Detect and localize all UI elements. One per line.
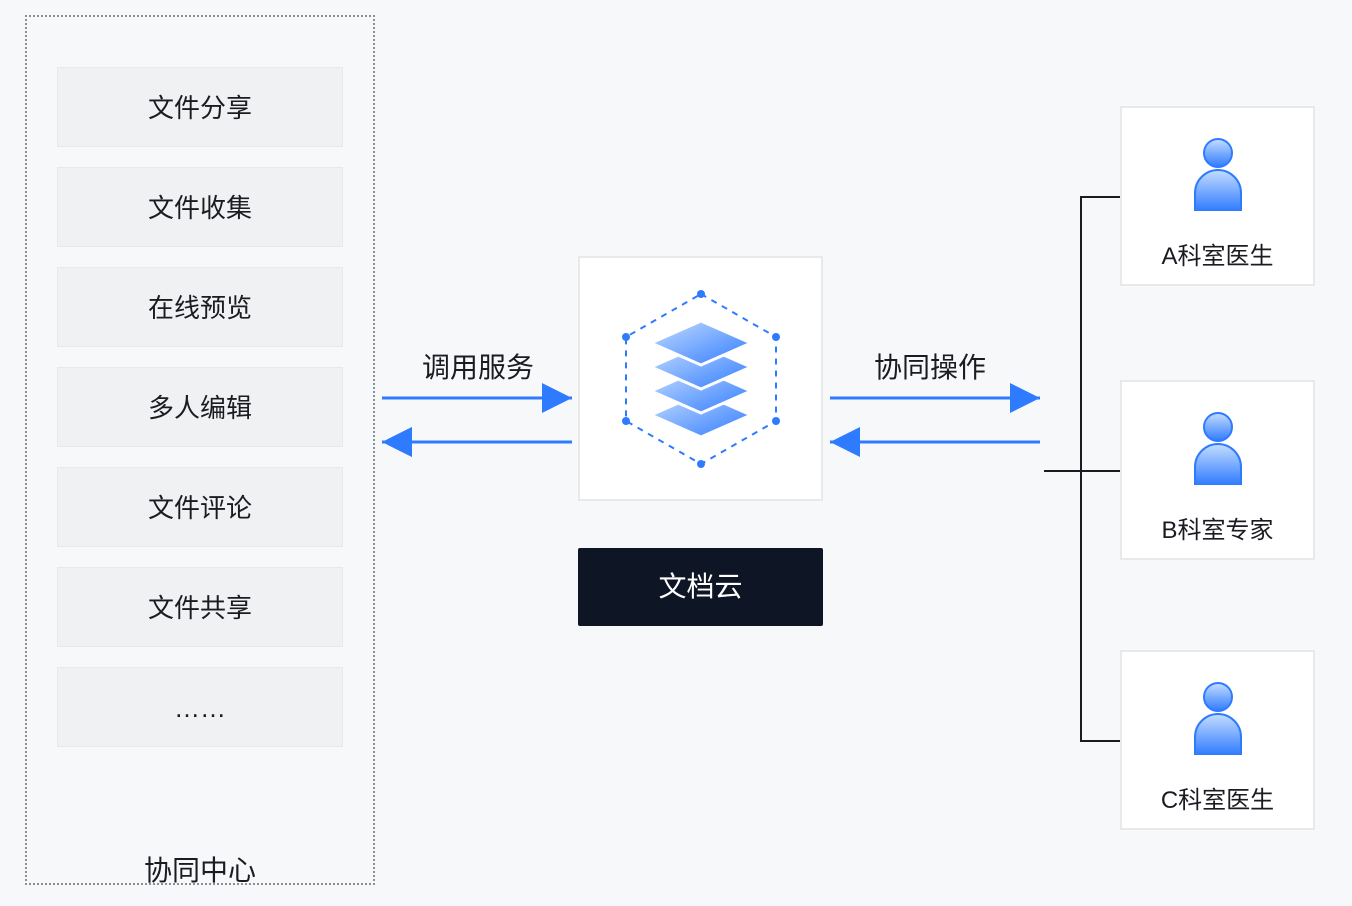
user-brace-arm (1080, 740, 1120, 742)
user-brace-arm (1044, 470, 1120, 472)
user-icon (1183, 407, 1253, 487)
user-card-b: B科室专家 (1120, 380, 1315, 560)
user-card-a: A科室医生 (1120, 106, 1315, 286)
user-brace (1080, 196, 1082, 740)
user-brace-arm (1080, 196, 1120, 198)
user-card-label: B科室专家 (1122, 510, 1313, 545)
user-card-c: C科室医生 (1120, 650, 1315, 830)
user-icon (1183, 133, 1253, 213)
user-icon (1183, 677, 1253, 757)
user-card-label: A科室医生 (1122, 236, 1313, 271)
user-card-label: C科室医生 (1122, 780, 1313, 815)
